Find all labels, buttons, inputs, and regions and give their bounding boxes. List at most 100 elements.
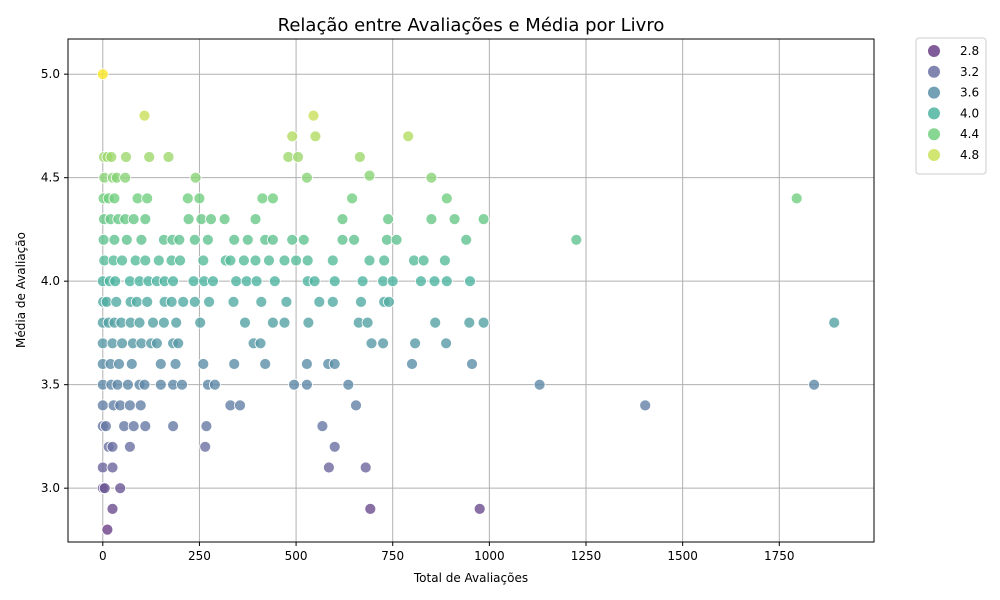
data-point [390,233,403,246]
data-point [342,378,355,391]
data-point [286,233,299,246]
data-point [356,275,369,288]
data-point [336,233,349,246]
data-point [266,316,279,329]
data-point [205,213,217,226]
legend-label: 4.4 [960,127,979,141]
data-point [237,254,250,267]
data-point [440,275,453,288]
data-point [328,358,341,370]
legend-marker [928,65,940,78]
x-tick-label: 250 [188,549,211,563]
data-point [300,358,313,370]
data-point [241,233,254,246]
data-point [463,316,476,329]
y-tick-label: 4.5 [41,171,60,185]
data-point [106,502,119,515]
legend-marker [928,128,940,141]
legend-marker [928,107,940,120]
data-point [96,68,109,81]
data-point [297,233,310,246]
data-point [123,399,136,412]
data-point [165,295,178,308]
data-point [182,213,195,226]
data-point [382,213,395,226]
data-point [440,192,453,205]
data-point [316,420,329,433]
y-tick-label: 3.0 [41,481,60,495]
data-point [203,295,216,308]
legend-label: 3.2 [960,65,979,79]
data-point [174,254,187,267]
data-point [130,295,143,308]
data-point [120,233,133,246]
data-point [96,399,109,412]
data-point [790,192,803,205]
data-point [570,233,583,246]
data-point [382,295,395,308]
data-point [438,254,451,267]
legend-label: 3.6 [960,86,979,100]
data-point [176,378,188,391]
data-point [230,275,243,288]
data-point [429,316,442,329]
data-point [188,295,201,308]
data-point [228,233,241,246]
legend: 2.8 3.2 3.6 4.0 4.4 4.8 [915,37,987,175]
data-point [239,316,251,329]
data-point [224,254,237,267]
data-point [201,233,214,246]
data-point [200,420,213,433]
legend-marker [928,45,940,57]
data-point [167,420,180,433]
data-point [194,316,207,329]
data-point [169,358,182,370]
data-point [466,358,478,370]
data-point [322,461,335,474]
data-point [350,399,362,412]
data-point [98,482,111,495]
data-point [313,295,326,308]
data-point [97,233,110,246]
data-point [101,523,114,536]
data-point [188,233,201,246]
data-point [106,461,119,474]
data-point [141,192,154,205]
data-point [227,295,240,308]
data-point [266,233,279,246]
data-point [110,295,123,308]
data-point [307,109,320,122]
data-point [105,151,118,163]
data-point [290,254,303,267]
data-point [134,399,147,412]
data-point [348,233,361,246]
data-point [364,502,377,515]
data-point [199,440,212,453]
data-point [355,295,367,308]
legend-label: 4.8 [960,148,979,162]
data-point [123,440,136,453]
data-point [138,378,151,391]
x-axis-ticks: 0 250 500 750 1000 1250 1500 1750 [99,542,795,563]
data-point [639,399,652,412]
data-point [197,254,210,267]
data-point [278,316,291,329]
data-point [100,420,112,433]
x-tick-label: 0 [99,549,107,563]
data-point [116,337,128,350]
data-point [440,337,453,350]
data-point [108,233,121,246]
data-point [127,420,140,433]
data-point [106,440,119,453]
y-tick-label: 4.0 [41,274,60,288]
legend-label: 4.0 [960,106,979,120]
data-point [111,378,124,391]
data-point [193,192,206,205]
data-point [477,213,490,226]
data-point [328,275,341,288]
x-tick-label: 500 [285,549,308,563]
data-point [109,275,122,288]
x-axis-label: Total de Avaliações [413,571,528,585]
data-point [378,254,391,267]
